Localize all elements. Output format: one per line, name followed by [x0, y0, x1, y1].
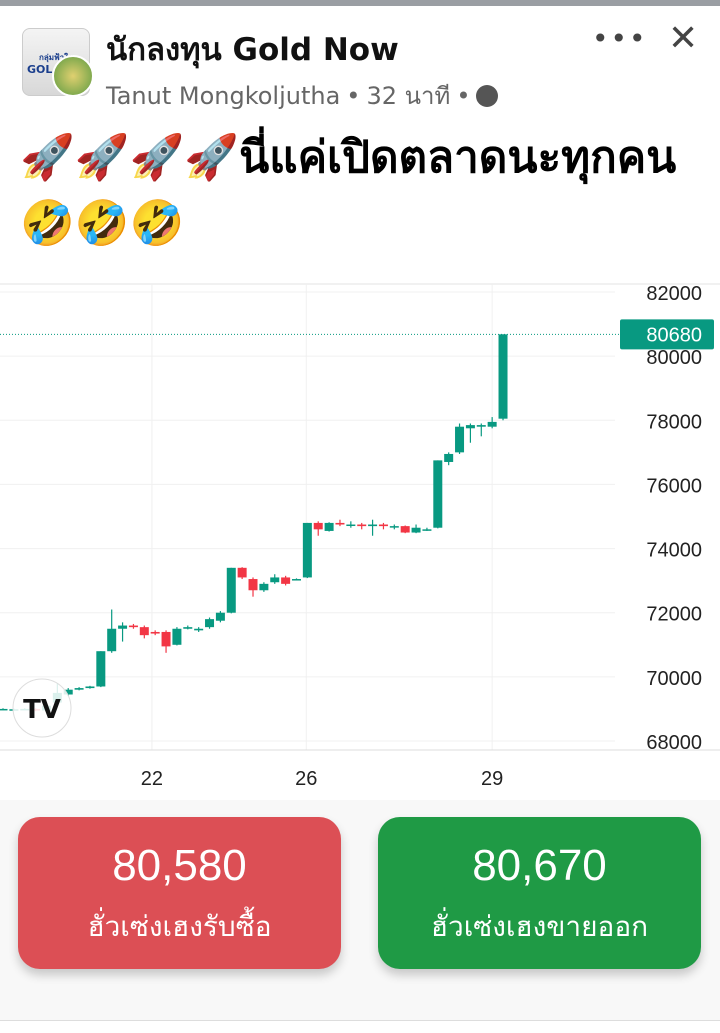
candle-body [139, 627, 149, 636]
candle-body [313, 522, 323, 530]
sell-price-button[interactable]: 80,670 ฮั่วเซ่งเฮงขายออก [378, 817, 701, 969]
y-tick-label: 72000 [646, 604, 702, 626]
candle-body [487, 421, 497, 427]
candle-body [150, 631, 160, 634]
author-name[interactable]: Tanut Mongkoljutha [106, 81, 341, 110]
candle-body [444, 453, 454, 462]
y-tick-label: 76000 [646, 475, 702, 497]
candle-body [378, 524, 388, 527]
candle-body [118, 625, 128, 629]
candle-body [302, 522, 312, 578]
tradingview-logo-mark: TV [23, 695, 61, 725]
avatar-text: GOL [27, 63, 53, 76]
x-tick-label: 29 [481, 768, 503, 790]
group-name[interactable]: นักลงทุน Gold Now [106, 32, 399, 68]
candle-body [96, 651, 106, 687]
candlestick-chart: 82000 80000 78000 76000 74000 72000 70000 68000… [0, 283, 720, 790]
candle-body [422, 529, 432, 531]
candle-body [63, 689, 73, 695]
last-price-tag [620, 319, 714, 350]
candle-body [248, 579, 258, 591]
candle-body [237, 567, 247, 578]
candle-body [194, 628, 204, 631]
post-time[interactable]: 32 นาที [366, 82, 451, 110]
candle-body [465, 425, 475, 429]
candle-body [226, 567, 236, 613]
candle-body [455, 426, 465, 453]
y-tick-label: 82000 [646, 283, 702, 305]
buy-price: 80,580 [112, 841, 247, 890]
candle-body [270, 577, 280, 583]
footer-bar [0, 1020, 720, 1033]
buy-label: ฮั่วเซ่งเฮงรับซื้อ [87, 910, 272, 943]
x-tick-label: 26 [295, 768, 317, 790]
candle-body [74, 688, 84, 690]
y-tick-label: 74000 [646, 540, 702, 562]
candle-body [183, 627, 193, 629]
candle-body [128, 625, 138, 628]
x-tick-label: 22 [141, 768, 163, 790]
candle-body [0, 708, 8, 711]
y-tick-label: 78000 [646, 411, 702, 433]
candle-body [498, 334, 508, 419]
close-icon[interactable]: ✕ [668, 18, 699, 59]
candle-body [107, 628, 117, 652]
buy-price-button[interactable]: 80,580 ฮั่วเซ่งเฮงรับซื้อ [18, 817, 341, 969]
post-meta: Tanut Mongkoljutha • 32 นาที • [106, 76, 499, 115]
candle-body [215, 612, 225, 621]
candle-body [259, 583, 269, 591]
candle-body [411, 527, 421, 533]
candle-body [335, 522, 345, 525]
y-tick-label: 80000 [646, 347, 702, 369]
candle-body [400, 526, 410, 533]
y-tick-label: 68000 [646, 732, 702, 754]
candle-body [476, 425, 486, 427]
candle-body [357, 524, 367, 527]
separator: • [456, 81, 471, 110]
avatar-text: กลุ่มฟ้าใส [39, 53, 73, 62]
globe-icon [476, 84, 499, 107]
author-avatar[interactable] [52, 55, 94, 97]
candle-body [433, 460, 443, 528]
y-tick-label: 70000 [646, 668, 702, 690]
candle-body [346, 524, 356, 527]
sell-price: 80,670 [472, 841, 607, 890]
separator: • [346, 81, 361, 110]
top-bar [0, 0, 720, 6]
last-price-label: 80680 [646, 324, 702, 346]
sell-label: ฮั่วเซ่งเฮงขายออก [430, 910, 649, 943]
candle-body [324, 522, 334, 531]
candle-body [368, 524, 378, 527]
candle-body [85, 686, 95, 689]
candle-body [205, 619, 215, 628]
post-text: 🚀🚀🚀🚀นี่แค่เปิดตลาดนะทุกคน🤣🤣🤣 [20, 132, 677, 249]
candle-body [291, 579, 301, 581]
candle-body [172, 628, 182, 645]
candle-body [389, 526, 399, 528]
candle-body [161, 631, 171, 647]
tradingview-logo [12, 678, 72, 738]
candle-body [281, 577, 291, 584]
more-icon[interactable]: ••• [592, 22, 648, 55]
